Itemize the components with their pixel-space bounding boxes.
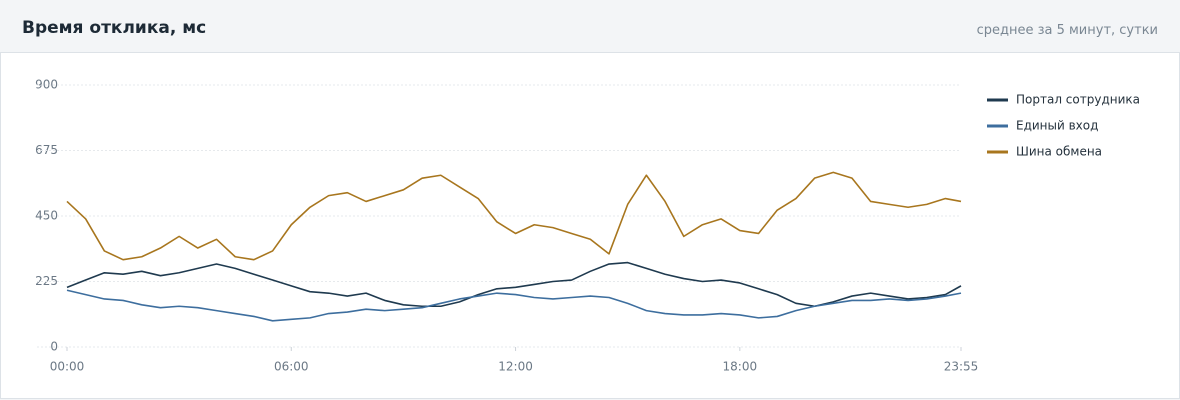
x-tick-label: 06:00 (274, 360, 309, 374)
x-tick-label: 12:00 (498, 360, 533, 374)
series-line (66, 171, 962, 261)
legend-label: Шина обмена (1016, 145, 1102, 159)
legend-label: Единый вход (1016, 119, 1098, 133)
chart-panel (0, 52, 1180, 399)
x-tick-label: 18:00 (723, 360, 758, 374)
panel-subtitle: среднее за 5 минут, сутки (976, 23, 1158, 38)
chart: 022545067590000:0006:0012:0018:0023:55По… (0, 52, 1180, 399)
series-line (66, 289, 962, 322)
legend-label: Портал сотрудника (1016, 93, 1140, 107)
header: Время отклика, мс среднее за 5 минут, су… (0, 0, 1180, 52)
x-tick-label: 23:55 (944, 360, 979, 374)
panel-title: Время отклика, мс (22, 18, 207, 38)
x-tick-label: 00:00 (50, 360, 85, 374)
